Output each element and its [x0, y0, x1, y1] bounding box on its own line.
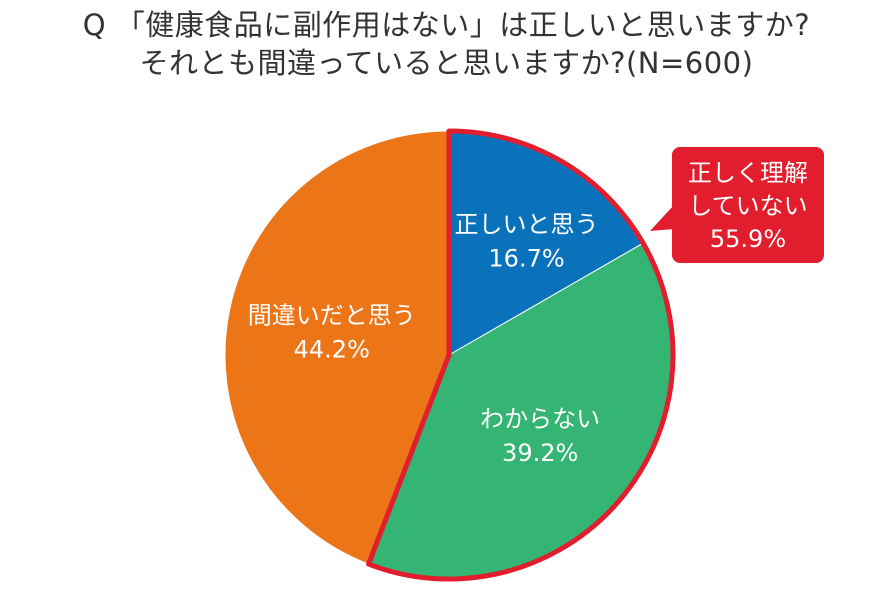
highlight-outline [366, 128, 676, 582]
pie-slices [224, 130, 674, 580]
callout-line-1: 正しく理解 [688, 159, 808, 187]
title-line-2: それとも間違っていると思いますか?(N=600) [139, 46, 754, 80]
callout-box: 正しく理解 していない 55.9% [650, 147, 824, 263]
callout-line-2: していない [688, 192, 807, 220]
slice-0-value: 16.7% [488, 244, 564, 272]
callout-rect [672, 147, 824, 263]
slice-2-value: 44.2% [294, 335, 370, 363]
callout-percent: 55.9% [710, 225, 786, 253]
title-line-1: Q 「健康食品に副作用はない」は正しいと思いますか? [82, 8, 811, 42]
callout-pointer [650, 205, 674, 231]
slice-2-label: 間違いだと思う [248, 301, 416, 329]
chart-title: Q 「健康食品に副作用はない」は正しいと思いますか? それとも間違っていると思い… [0, 6, 893, 82]
slice-1-label: わからない [480, 405, 600, 433]
pie-slice-2 [224, 130, 450, 565]
slice-labels: 正しいと思う 16.7% わからない 39.2% 間違いだと思う 44.2% [248, 210, 600, 467]
slice-0-label: 正しいと思う [455, 210, 599, 238]
slice-1-value: 39.2% [502, 439, 578, 467]
